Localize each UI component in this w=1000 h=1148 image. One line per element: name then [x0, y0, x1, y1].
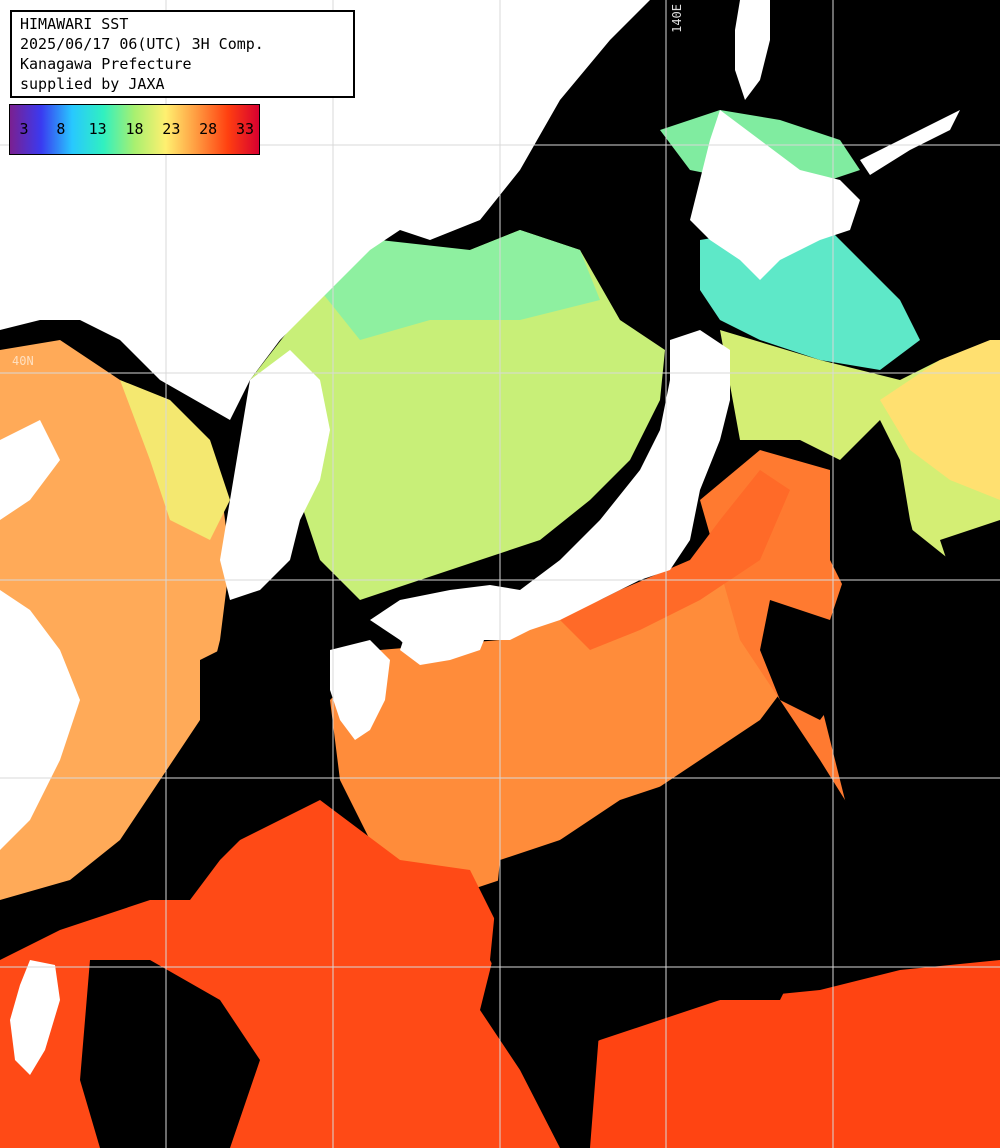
cloud-east-coast [760, 600, 850, 720]
cloud-central [490, 780, 800, 1060]
cloud-sea-of-japan-east [620, 200, 690, 330]
sea-of-japan-north [320, 230, 600, 340]
title-box: HIMAWARI SST 2025/06/17 06(UTC) 3H Comp.… [10, 10, 355, 98]
cloud-north-east [880, 340, 1000, 500]
kuroshio [560, 470, 790, 650]
legend-tick-label: 18 [125, 120, 144, 138]
map-credit: supplied by JAXA [20, 75, 165, 93]
legend-color-bar [10, 105, 259, 154]
honshu-land [370, 330, 730, 660]
legend-tick-label: 33 [235, 120, 255, 138]
china-south-land [0, 590, 80, 850]
map-region: Kanagawa Prefecture [20, 55, 192, 73]
legend-tick-label: 3 [19, 120, 29, 138]
kuril-land [860, 110, 960, 175]
sakhalin-land [735, 0, 770, 100]
map-title: HIMAWARI SST [20, 15, 129, 33]
cloud-east-pacific [820, 420, 1000, 960]
legend-tick-label: 28 [199, 120, 218, 138]
china-coast-land [0, 420, 60, 520]
latitude-label: 40N [12, 354, 34, 368]
color-legend: 3 8 13 18 23 28 33 [9, 104, 260, 155]
hokkaido-land [690, 110, 860, 280]
map-timestamp: 2025/06/17 06(UTC) 3H Comp. [20, 35, 264, 53]
legend-tick-label: 23 [162, 120, 181, 138]
kyushu-land [330, 640, 390, 740]
pacific-warm [330, 520, 820, 900]
shikoku-land [400, 615, 490, 665]
longitude-label: 140E [670, 4, 684, 33]
legend-tick-label: 8 [56, 120, 66, 138]
cloud-southwest [80, 960, 260, 1148]
taiwan-land [10, 960, 60, 1075]
yellow-sea-north [120, 380, 230, 540]
korea-land [220, 350, 330, 600]
legend-labels: 3 8 13 18 23 28 33 [10, 105, 259, 154]
legend-tick-label: 13 [88, 120, 107, 138]
cloud-west [150, 640, 280, 900]
